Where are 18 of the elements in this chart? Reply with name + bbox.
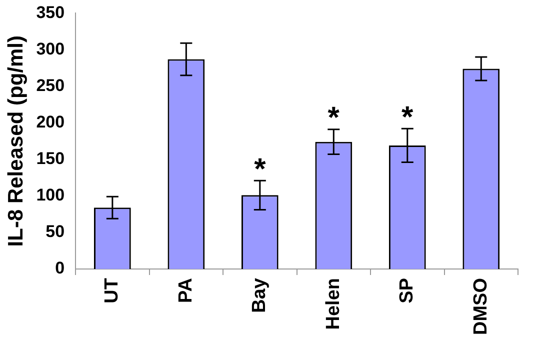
annotation: * — [402, 100, 414, 134]
x-tick-label: UT — [102, 278, 123, 304]
x-tick-label: SP — [396, 278, 418, 304]
y-tick-label: 150 — [36, 149, 65, 168]
y-tick-label: 50 — [46, 222, 65, 242]
x-tick-label: PA — [175, 278, 196, 303]
annotation: * — [328, 102, 340, 135]
x-tick-label: DMSO — [470, 278, 492, 335]
x-tick-label: Helen — [322, 278, 344, 330]
y-tick-label: 0 — [55, 258, 65, 278]
annotation: * — [254, 152, 266, 186]
y-axis-title: IL-8 Released (pg/ml) — [4, 35, 28, 247]
x-tick-label: Bay — [249, 278, 270, 313]
y-tick-label: 350 — [36, 2, 65, 22]
y-tick-label: 250 — [36, 76, 65, 95]
y-tick-label: 300 — [36, 39, 65, 58]
y-tick-label: 100 — [36, 186, 65, 205]
y-tick-label: 200 — [36, 112, 65, 132]
